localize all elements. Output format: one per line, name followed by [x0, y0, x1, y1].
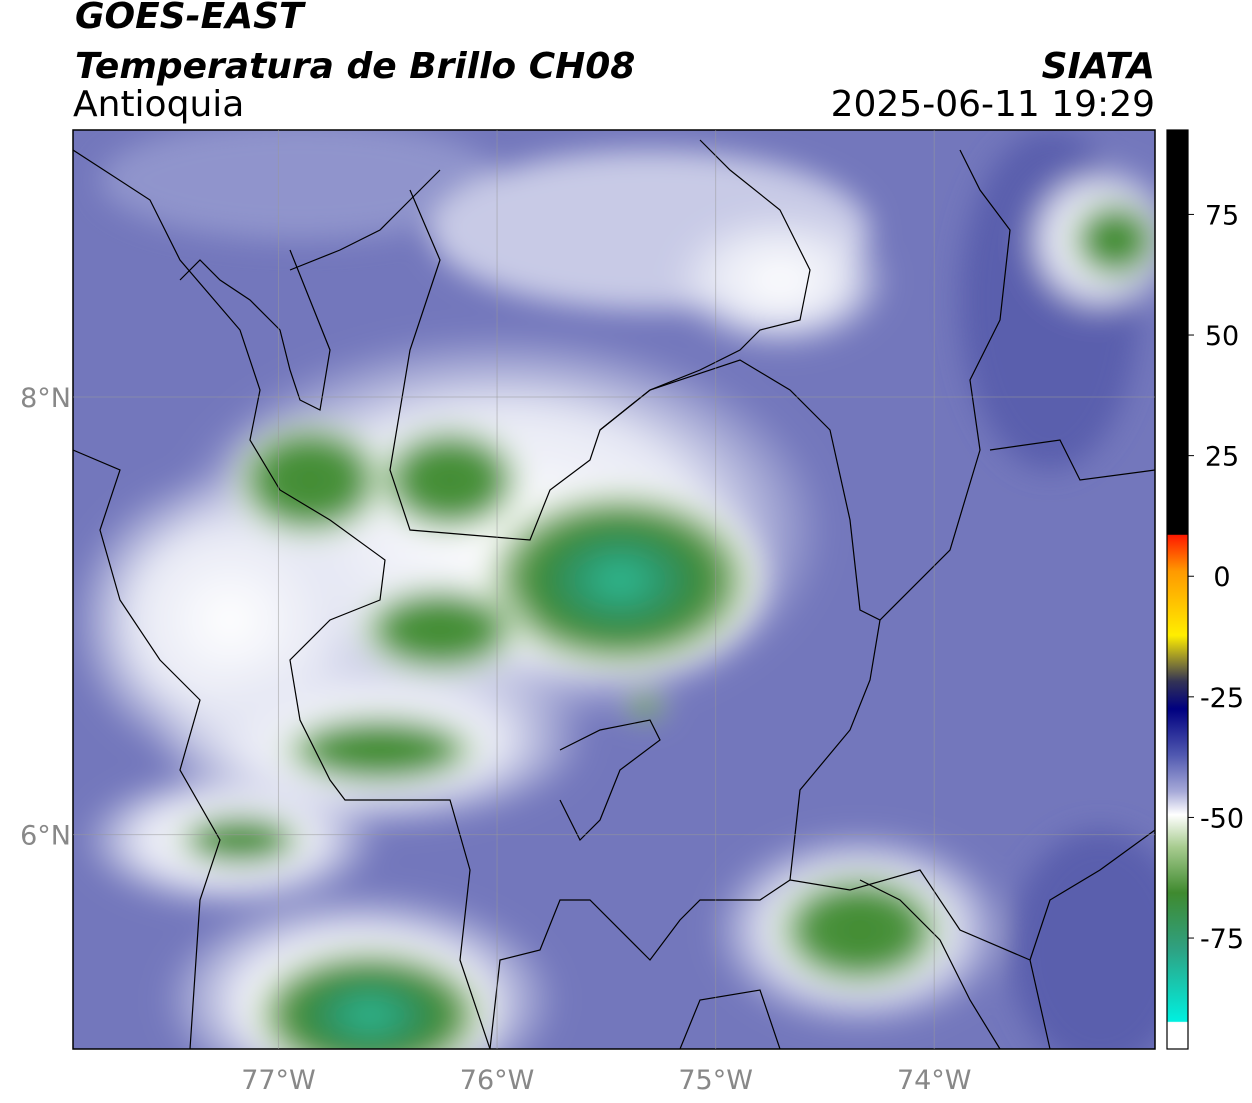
colorbar-tick-label: -50 — [1200, 803, 1244, 834]
datetime: 2025-06-11 19:29 — [831, 84, 1155, 125]
map-image — [73, 130, 1155, 1049]
colorbar-tick-label: -25 — [1200, 683, 1244, 714]
colorbar-tick-label: -75 — [1200, 924, 1244, 955]
lon-tick-label: 76°W — [460, 1065, 535, 1096]
lon-tick-label: 77°W — [241, 1065, 316, 1096]
colorbar-tick-label: 0 — [1213, 562, 1230, 593]
colorbar-tick-label: 75 — [1205, 200, 1239, 231]
lat-tick-label: 8°N — [20, 383, 71, 414]
lon-tick-label: 75°W — [678, 1065, 753, 1096]
region: Antioquia — [73, 84, 244, 125]
map-frame — [72, 129, 1156, 1050]
subtitle: Temperatura de Brillo CH08 — [75, 46, 635, 87]
lat-tick-label: 6°N — [20, 821, 71, 852]
colorbar-tick-label: 25 — [1205, 442, 1239, 473]
title: GOES-EAST — [75, 0, 306, 37]
source: SIATA — [1042, 46, 1155, 87]
lon-tick-label: 74°W — [897, 1065, 972, 1096]
colorbar-tick-label: 50 — [1205, 321, 1239, 352]
colorbar — [1166, 129, 1189, 1050]
